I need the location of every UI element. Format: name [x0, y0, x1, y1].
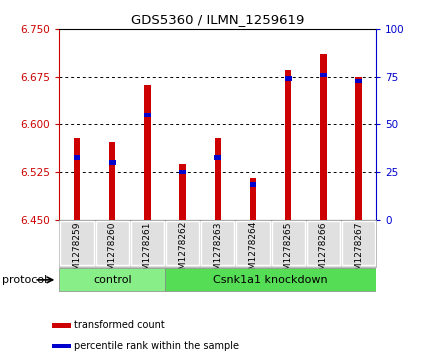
- Text: GSM1278266: GSM1278266: [319, 221, 328, 282]
- Text: transformed count: transformed count: [74, 321, 165, 330]
- Text: GSM1278265: GSM1278265: [284, 221, 293, 282]
- Bar: [355, 79, 362, 83]
- Bar: [109, 160, 116, 165]
- Bar: [215, 138, 221, 220]
- FancyBboxPatch shape: [59, 268, 165, 291]
- FancyBboxPatch shape: [271, 221, 305, 265]
- Bar: [52, 344, 71, 348]
- FancyBboxPatch shape: [342, 221, 375, 265]
- FancyBboxPatch shape: [60, 221, 94, 265]
- Bar: [250, 178, 256, 220]
- FancyBboxPatch shape: [236, 221, 270, 265]
- Bar: [249, 183, 257, 187]
- Text: GSM1278263: GSM1278263: [213, 221, 222, 282]
- Bar: [144, 113, 151, 117]
- Text: GSM1278267: GSM1278267: [354, 221, 363, 282]
- FancyBboxPatch shape: [131, 221, 164, 265]
- Bar: [285, 70, 291, 220]
- Bar: [74, 138, 80, 220]
- Text: GSM1278260: GSM1278260: [108, 221, 117, 282]
- Bar: [73, 155, 81, 160]
- FancyBboxPatch shape: [307, 221, 340, 265]
- Bar: [180, 164, 186, 220]
- Text: protocol: protocol: [2, 275, 48, 285]
- Text: GSM1278262: GSM1278262: [178, 221, 187, 281]
- Text: control: control: [93, 275, 132, 285]
- Bar: [109, 142, 115, 220]
- Bar: [320, 73, 327, 77]
- FancyBboxPatch shape: [166, 221, 199, 265]
- Bar: [214, 155, 221, 160]
- Bar: [52, 323, 71, 327]
- Bar: [356, 77, 362, 220]
- Text: GSM1278264: GSM1278264: [249, 221, 257, 281]
- FancyBboxPatch shape: [95, 221, 129, 265]
- Bar: [285, 76, 292, 81]
- Title: GDS5360 / ILMN_1259619: GDS5360 / ILMN_1259619: [131, 13, 304, 26]
- FancyBboxPatch shape: [165, 268, 376, 291]
- Text: GSM1278259: GSM1278259: [73, 221, 81, 282]
- Text: percentile rank within the sample: percentile rank within the sample: [74, 341, 239, 351]
- Text: GSM1278261: GSM1278261: [143, 221, 152, 282]
- Bar: [320, 54, 326, 220]
- Bar: [144, 85, 150, 220]
- Text: Csnk1a1 knockdown: Csnk1a1 knockdown: [213, 275, 328, 285]
- FancyBboxPatch shape: [201, 221, 235, 265]
- Bar: [179, 170, 186, 174]
- FancyBboxPatch shape: [59, 220, 376, 267]
